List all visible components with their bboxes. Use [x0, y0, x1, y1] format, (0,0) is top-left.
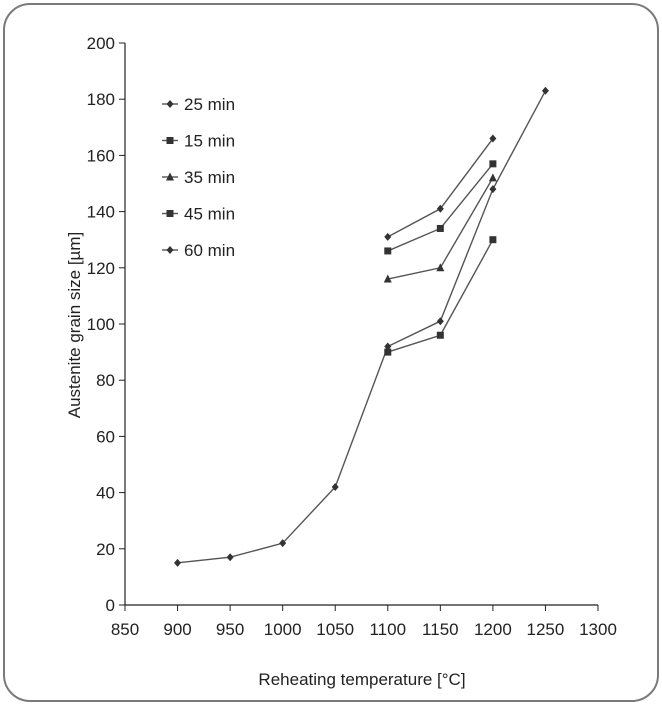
axes-group: 850 900 950 1000 1050 1100 1150 1200 1250 1300 0 20…: [87, 34, 617, 639]
data-point: [384, 348, 392, 356]
data-point: [489, 236, 497, 244]
data-point: [436, 224, 444, 232]
y-tick-label: 80: [96, 371, 115, 390]
data-point: [541, 86, 549, 95]
data-point: [279, 539, 287, 548]
data-point: [226, 553, 234, 562]
y-tick-label: 20: [96, 540, 115, 559]
legend-label: 45 min: [184, 205, 235, 224]
data-point: [488, 173, 497, 182]
data-point: [489, 160, 497, 168]
y-tick-label: 200: [87, 34, 115, 53]
x-tick-label: 950: [216, 620, 244, 639]
data-point: [331, 482, 339, 491]
legend-marker: [166, 137, 174, 144]
data-point: [384, 342, 392, 351]
data-point: [436, 331, 444, 339]
y-tick-label: 140: [87, 203, 115, 222]
data-point: [383, 274, 392, 283]
data-point: [436, 263, 445, 272]
legend: 25 min 15 min 35 min 45 min 60 min: [162, 95, 235, 260]
data-point: [489, 185, 497, 194]
y-tick-label: 40: [96, 484, 115, 503]
legend-label: 35 min: [184, 168, 235, 187]
y-tick-label: 120: [87, 259, 115, 278]
legend-marker: [166, 172, 174, 181]
y-tick-label: 180: [87, 90, 115, 109]
y-tick-label: 100: [87, 315, 115, 334]
x-tick-label: 1150: [422, 620, 459, 639]
series-markers: [174, 86, 549, 567]
data-point: [174, 558, 182, 567]
y-axis-title: Austenite grain size [µm]: [65, 232, 84, 419]
x-tick-label: 1100: [369, 620, 406, 639]
x-tick-label: 1250: [527, 620, 565, 639]
legend-label: 25 min: [184, 95, 235, 114]
x-tick-label: 1300: [579, 620, 617, 639]
legend-label: 15 min: [184, 132, 235, 151]
x-tick-label: 1050: [316, 620, 354, 639]
y-tick-label: 0: [106, 596, 115, 615]
x-tick-label: 1200: [474, 620, 512, 639]
y-tick-label: 160: [87, 146, 115, 165]
y-tick-label: 60: [96, 427, 115, 446]
data-point: [384, 232, 392, 241]
x-axis-title: Reheating temperature [°C]: [258, 670, 465, 689]
legend-label: 60 min: [184, 241, 235, 260]
x-tick-label: 1000: [264, 620, 302, 639]
data-point: [436, 204, 444, 213]
x-tick-label: 850: [111, 620, 139, 639]
data-point: [436, 317, 444, 326]
data-point: [489, 134, 497, 143]
legend-marker: [166, 100, 174, 108]
legend-marker: [166, 246, 174, 254]
x-tick-label: 900: [163, 620, 191, 639]
legend-marker: [166, 210, 174, 217]
data-point: [384, 247, 392, 255]
series-line: [177, 90, 547, 564]
